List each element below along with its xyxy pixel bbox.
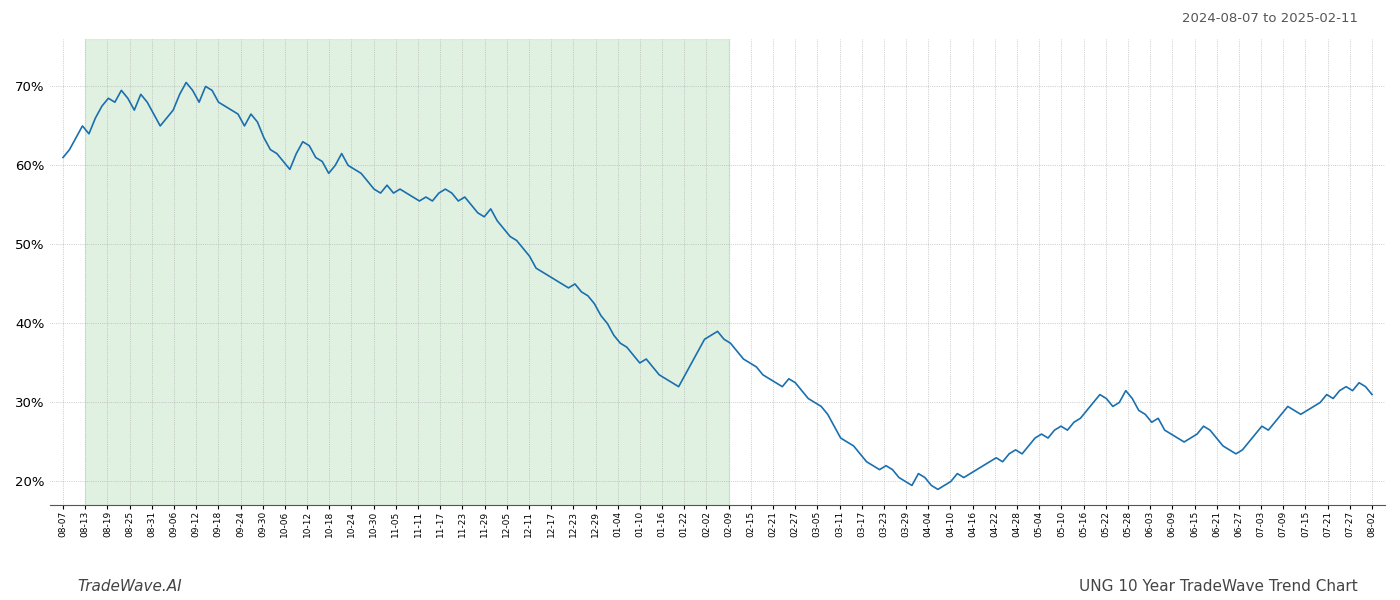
Bar: [85, 39, 728, 505]
Text: 2024-08-07 to 2025-02-11: 2024-08-07 to 2025-02-11: [1182, 12, 1358, 25]
Text: TradeWave.AI: TradeWave.AI: [77, 579, 182, 594]
Text: UNG 10 Year TradeWave Trend Chart: UNG 10 Year TradeWave Trend Chart: [1079, 579, 1358, 594]
